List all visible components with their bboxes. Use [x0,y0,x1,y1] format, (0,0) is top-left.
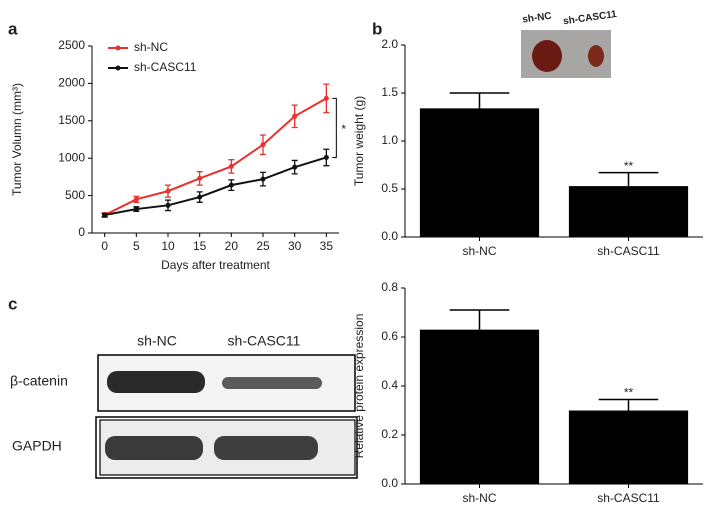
y-tick-label: 1000 [58,150,85,164]
panel-label: c [8,294,17,313]
y-tick-label: 2.0 [381,37,398,51]
marker [133,206,139,212]
x-tick-label: 25 [256,239,270,253]
bar [568,186,689,237]
y-tick-label: 0.8 [381,280,398,294]
band [222,377,322,389]
y-tick-label: 2500 [58,38,85,52]
marker [323,154,329,160]
x-tick-label: sh-CASC11 [597,244,660,258]
error-bar [598,171,659,187]
tumor [532,40,562,72]
blot-column: sh-CASC11 [228,333,301,349]
panel-label: a [8,19,18,38]
legend-label: sh-NC [134,40,168,54]
x-tick-label: sh-CASC11 [597,491,660,505]
y-tick-label: 0 [78,225,85,239]
x-tick-label: 35 [320,239,334,253]
x-tick-label: 20 [225,239,239,253]
blot-column: sh-NC [137,333,177,349]
y-tick-label: 1500 [58,113,85,127]
annotation: ** [624,159,634,173]
y-tick-label: 0.4 [381,378,398,392]
marker [323,95,329,101]
marker [197,194,203,200]
x-tick-label: 15 [193,239,207,253]
y-tick-label: 0.5 [381,181,398,195]
bar [419,108,540,237]
annotation: ** [624,386,634,400]
x-tick-label: sh-NC [462,491,496,505]
x-tick-label: 0 [101,239,108,253]
y-tick-label: 0.2 [381,427,398,441]
blot-row: β-catenin [10,373,68,389]
y-tick-label: 0.0 [381,229,398,243]
significance-bracket [332,97,337,158]
x-tick-label: 30 [288,239,302,253]
inset-label: sh-NC [522,11,553,26]
y-tick-label: 0.0 [381,476,398,490]
panel-label: b [372,19,382,38]
legend-label: sh-CASC11 [134,60,197,74]
marker [292,113,298,119]
y-axis-label: Tumor weight (g) [352,96,366,186]
legend-marker [115,45,121,51]
line [104,97,327,216]
marker [228,163,234,169]
bar [419,329,540,484]
x-axis-label: Days after treatment [161,258,270,272]
x-tick-label: 10 [161,239,175,253]
band [105,436,203,460]
error-bar [449,92,510,109]
tumor [588,45,604,67]
marker [260,142,266,148]
marker [228,182,234,188]
x-tick-label: sh-NC [462,244,496,258]
y-tick-label: 0.6 [381,329,398,343]
marker [292,164,298,170]
marker [102,212,108,218]
y-tick-label: 2000 [58,76,85,90]
y-axis-label: Tumor Volumn (mm³) [10,83,24,196]
y-tick-label: 1.0 [381,133,398,147]
marker [165,188,171,194]
y-axis-label: Relative protein expression [352,314,366,459]
annotation: * [341,122,346,136]
band [214,436,318,460]
marker [165,202,171,208]
marker [133,196,139,202]
x-tick-label: 5 [133,239,140,253]
marker [260,176,266,182]
line [104,156,327,217]
band [107,371,205,393]
legend-marker [115,65,121,71]
y-tick-label: 500 [65,188,85,202]
marker [197,175,203,181]
blot-box [95,416,358,479]
error-bar [598,398,659,411]
bar [568,410,689,484]
blot-row: GAPDH [12,438,62,454]
y-tick-label: 1.5 [381,85,398,99]
error-bar [449,309,510,330]
inset-label: sh-CASC11 [563,9,618,27]
